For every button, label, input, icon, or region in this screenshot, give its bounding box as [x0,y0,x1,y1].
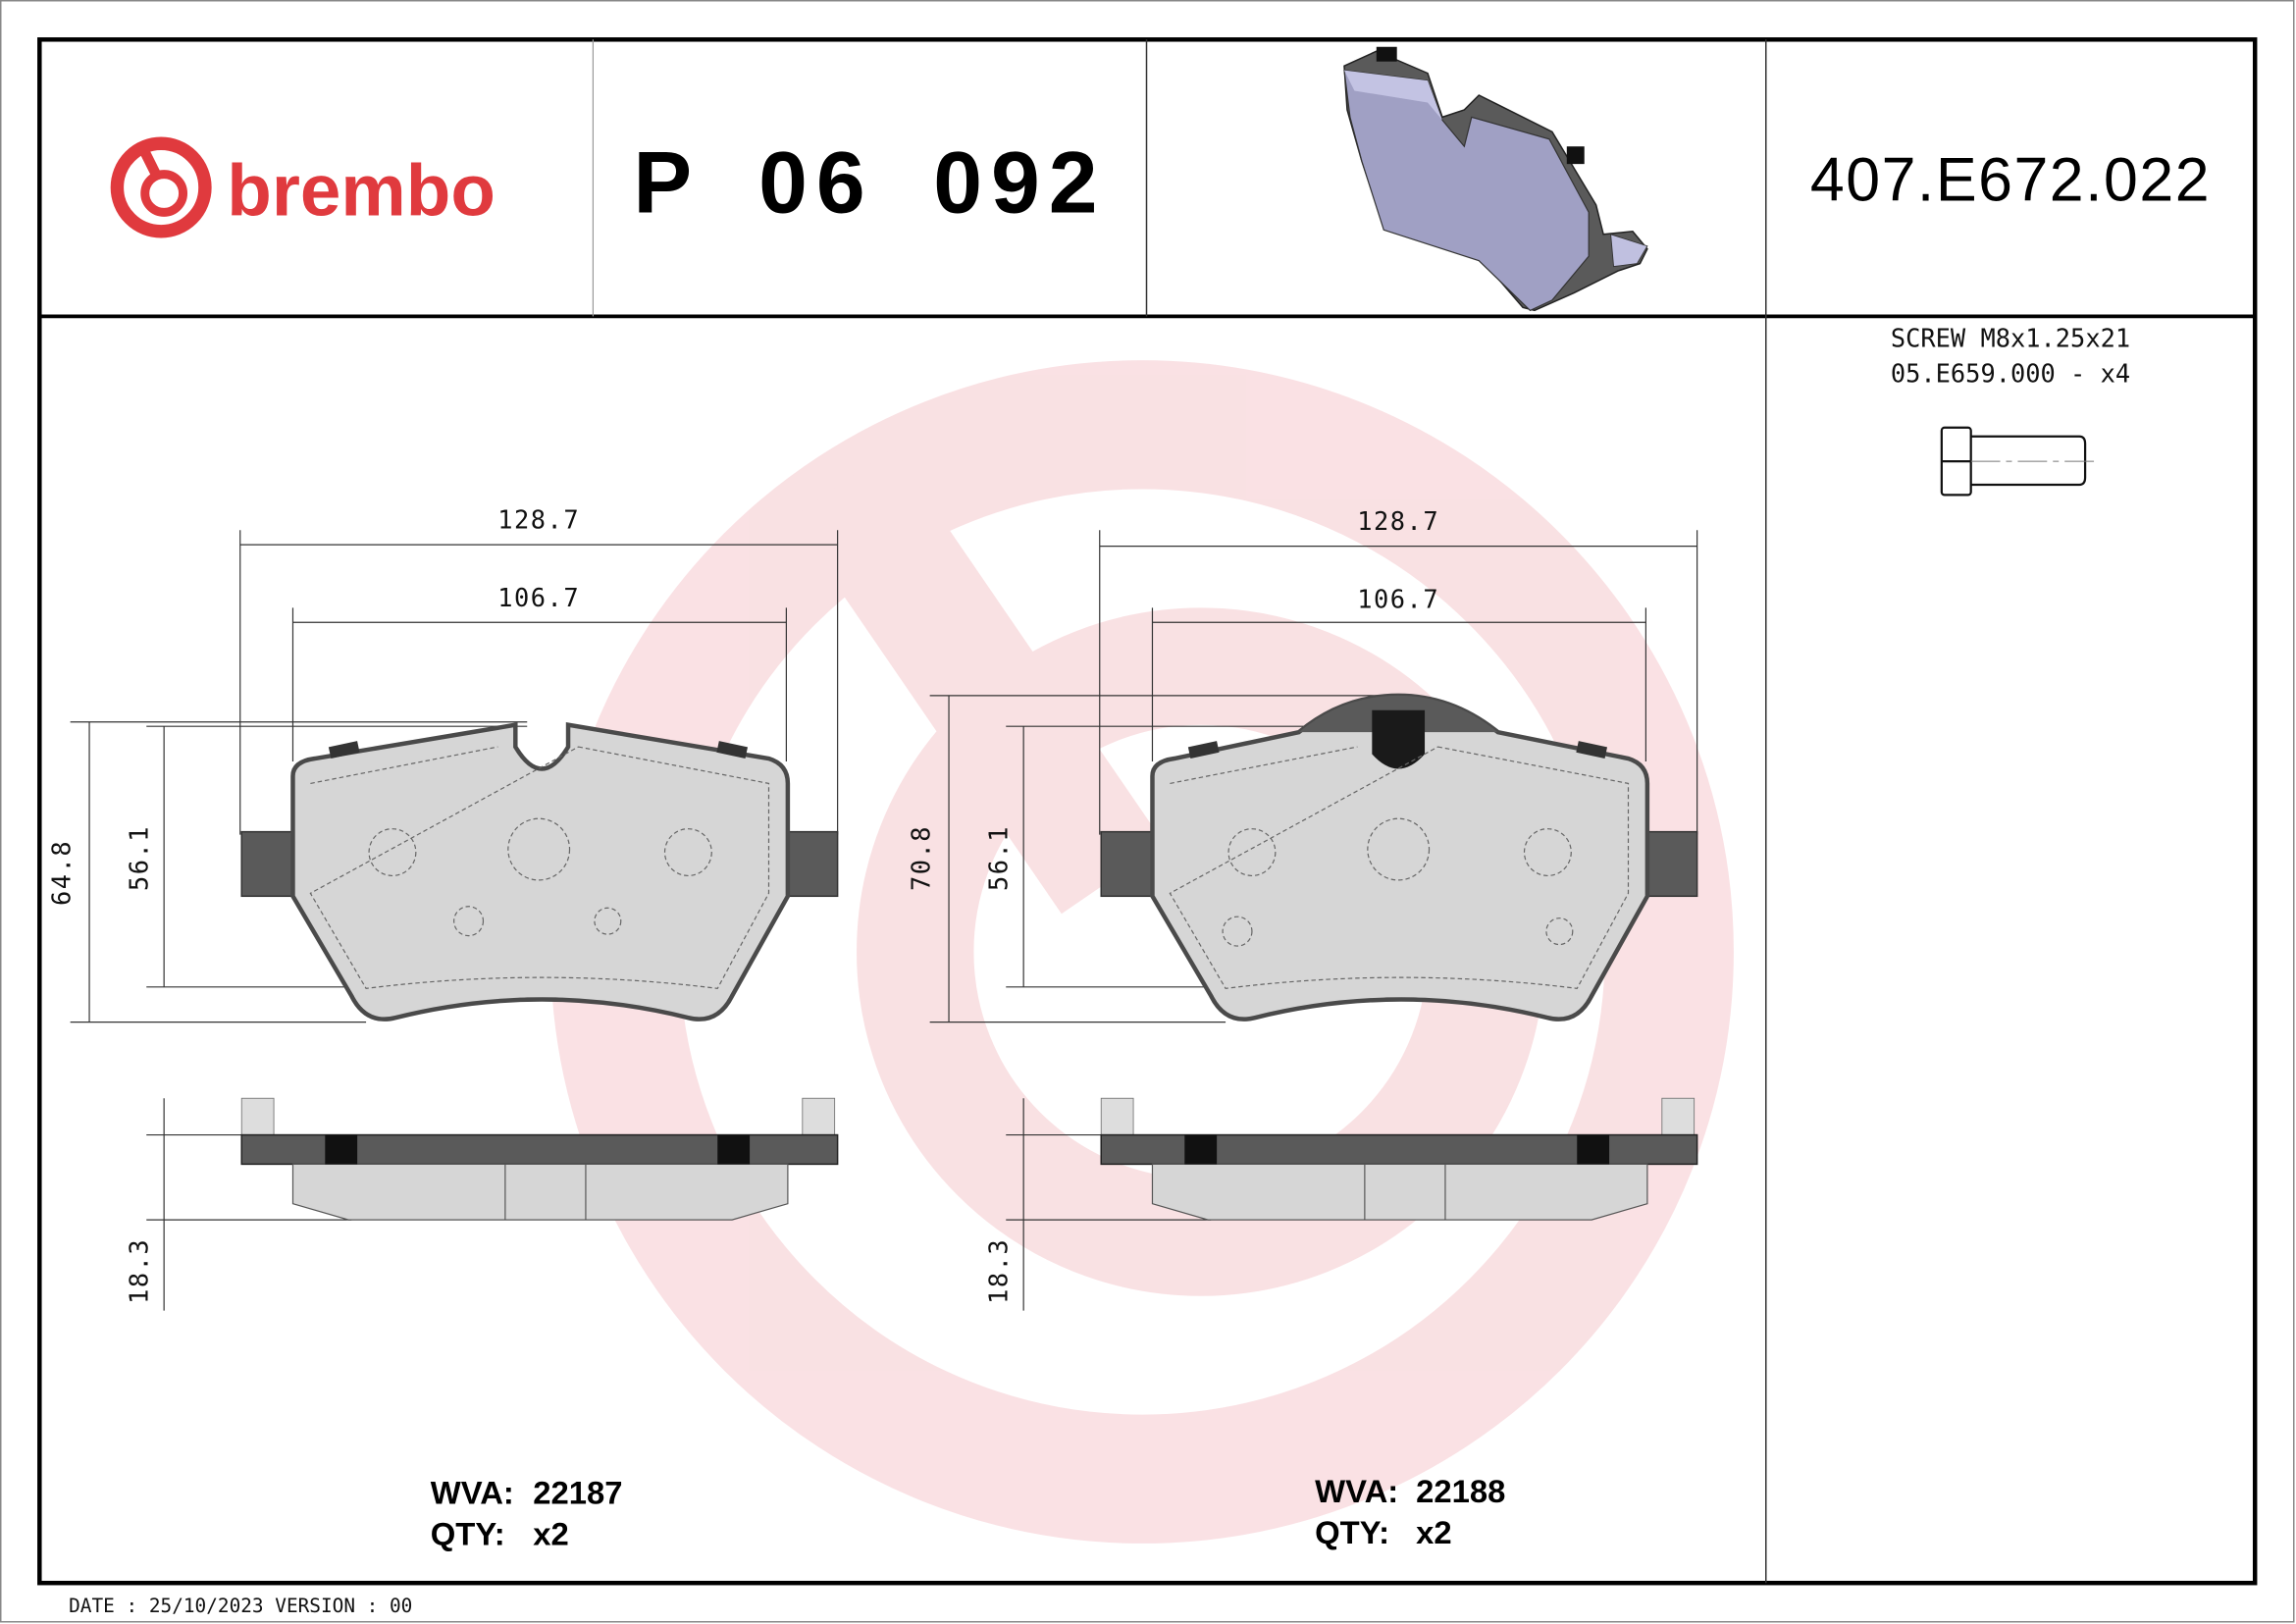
qty-label-right: QTY: [1315,1514,1389,1550]
qty-value-left: x2 [533,1515,569,1551]
title-block-frame [37,37,2258,1586]
part-number: P 06 092 [633,132,1106,231]
wva-label-right: WVA: [1315,1473,1398,1509]
dim-overall-width: 128.7 [497,505,580,535]
dim-inner-width: 106.7 [1357,584,1439,613]
wva-label-left: WVA: [431,1475,514,1511]
dim-thickness: 18.3 [125,1238,154,1304]
accessory-code: 05.E659.000 - x4 [1891,358,2130,388]
dim-thickness: 18.3 [984,1238,1014,1304]
reference-code: 407.E672.022 [1810,145,2211,214]
dim-inner-height: 56.1 [984,825,1014,891]
date-version: DATE : 25/10/2023 VERSION : 00 [69,1595,412,1617]
dim-overall-height: 64.8 [47,840,77,906]
pad-drawing-right: 128.7 106.7 70.8 56.1 18.3 [907,506,1698,1311]
dim-overall-height: 70.8 [907,825,936,891]
pad-drawing-left: 128.7 106.7 64.8 56.1 18.3 [47,505,839,1311]
dim-inner-width: 106.7 [497,583,580,612]
wva-value-left: 22187 [533,1475,622,1511]
wva-value-right: 22188 [1416,1473,1505,1509]
accessory-description: SCREW M8x1.25x21 [1891,324,2130,353]
dim-inner-height: 56.1 [125,825,154,891]
brembo-logo-text: brembo [227,148,496,231]
qty-label-left: QTY: [431,1515,505,1551]
brembo-logo: brembo [110,136,496,238]
qty-value-right: x2 [1416,1514,1452,1550]
dim-overall-width: 128.7 [1357,506,1439,536]
pad-3d-image [1343,46,1648,312]
screw-icon [1940,426,2098,497]
